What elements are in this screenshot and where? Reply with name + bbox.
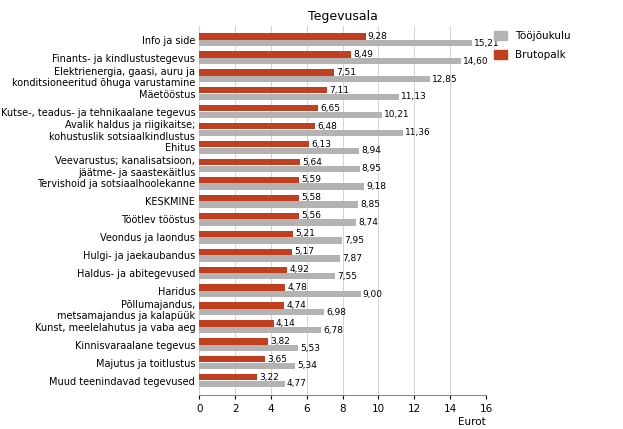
Text: 11,36: 11,36 (405, 128, 430, 137)
Text: 8,49: 8,49 (354, 50, 373, 59)
Bar (199, 94, 399, 100)
Text: 4,14: 4,14 (275, 319, 295, 328)
Text: 9,18: 9,18 (366, 182, 386, 191)
Text: 5,58: 5,58 (302, 193, 321, 202)
Text: 5,56: 5,56 (301, 211, 321, 221)
Text: 9,00: 9,00 (363, 290, 383, 299)
Text: 3,22: 3,22 (259, 373, 279, 382)
Text: 4,78: 4,78 (287, 283, 307, 292)
Bar (199, 381, 285, 387)
Text: 8,74: 8,74 (358, 218, 378, 227)
Text: 15,21: 15,21 (474, 39, 500, 48)
Bar (199, 123, 315, 129)
Text: 4,92: 4,92 (290, 265, 310, 274)
Bar (199, 33, 366, 39)
Bar (199, 105, 318, 112)
Title: Tegevusala: Tegevusala (308, 10, 378, 23)
Text: 12,85: 12,85 (432, 75, 457, 84)
Text: 7,55: 7,55 (337, 272, 357, 281)
Bar (199, 177, 300, 183)
Text: 4,74: 4,74 (287, 301, 306, 310)
Bar (199, 291, 361, 297)
Bar (199, 58, 461, 64)
Text: 5,53: 5,53 (300, 344, 321, 353)
Bar (199, 87, 326, 94)
Text: 5,59: 5,59 (302, 175, 321, 184)
Text: 7,51: 7,51 (336, 68, 356, 77)
Bar (199, 237, 342, 244)
Text: 7,87: 7,87 (343, 254, 363, 263)
Bar (199, 248, 292, 255)
Text: 14,60: 14,60 (463, 57, 488, 66)
Text: 10,21: 10,21 (384, 110, 410, 119)
Bar (199, 255, 340, 262)
Text: 4,77: 4,77 (287, 379, 307, 388)
Bar (199, 338, 268, 344)
Bar (199, 345, 298, 351)
Bar (199, 159, 300, 165)
Text: 6,98: 6,98 (326, 308, 346, 317)
Bar (199, 302, 284, 309)
Text: 3,82: 3,82 (270, 337, 290, 346)
X-axis label: Eurot: Eurot (458, 417, 486, 427)
Bar (199, 374, 257, 381)
Bar (199, 112, 383, 118)
Legend: Tööjõukulu, Brutopalk: Tööjõukulu, Brutopalk (494, 31, 571, 60)
Text: 8,85: 8,85 (360, 200, 380, 209)
Text: 9,28: 9,28 (368, 32, 388, 41)
Text: 6,65: 6,65 (321, 104, 341, 113)
Bar (199, 231, 293, 237)
Bar (199, 363, 295, 369)
Bar (199, 195, 299, 201)
Bar (199, 76, 429, 82)
Bar (199, 141, 309, 147)
Bar (199, 309, 325, 315)
Text: 6,78: 6,78 (323, 326, 343, 335)
Bar (199, 51, 351, 57)
Text: 11,13: 11,13 (401, 92, 427, 101)
Text: 5,17: 5,17 (294, 247, 314, 256)
Bar (199, 148, 359, 154)
Bar (199, 320, 273, 326)
Text: 7,11: 7,11 (329, 86, 349, 95)
Bar (199, 69, 334, 76)
Text: 6,13: 6,13 (312, 139, 331, 148)
Text: 5,64: 5,64 (303, 157, 323, 166)
Bar (199, 184, 364, 190)
Bar (199, 327, 321, 333)
Bar (199, 130, 403, 136)
Bar (199, 273, 335, 279)
Text: 8,94: 8,94 (361, 146, 381, 155)
Text: 7,95: 7,95 (344, 236, 364, 245)
Text: 3,65: 3,65 (267, 355, 287, 364)
Bar (199, 213, 299, 219)
Bar (199, 202, 358, 208)
Bar (199, 219, 356, 226)
Bar (199, 284, 285, 291)
Bar (199, 356, 265, 363)
Text: 8,95: 8,95 (362, 164, 382, 173)
Text: 6,48: 6,48 (318, 122, 338, 131)
Text: 5,21: 5,21 (295, 229, 315, 238)
Bar (199, 266, 287, 273)
Bar (199, 40, 472, 46)
Text: 5,34: 5,34 (297, 362, 317, 371)
Bar (199, 166, 359, 172)
